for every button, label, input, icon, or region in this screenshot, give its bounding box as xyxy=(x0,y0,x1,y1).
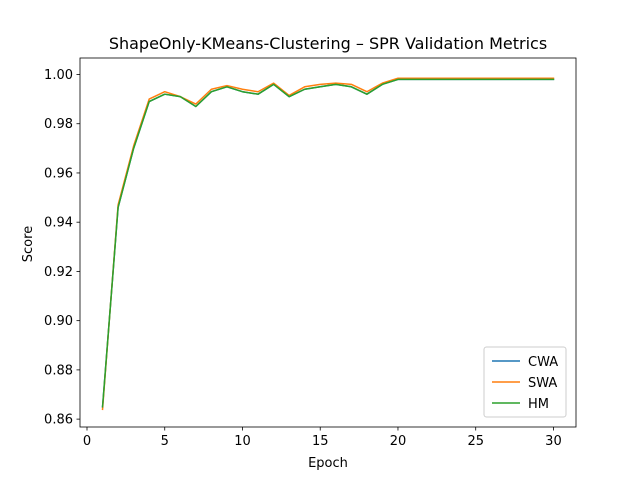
y-axis-label: Score xyxy=(21,226,36,262)
legend-label-hm: HM xyxy=(528,397,549,412)
x-axis-label: Epoch xyxy=(308,456,348,471)
y-tick-label: 0.96 xyxy=(44,166,73,181)
x-tick-label: 20 xyxy=(390,434,407,449)
y-tick-label: 0.94 xyxy=(44,216,73,231)
legend-box xyxy=(483,346,567,418)
plot-area xyxy=(101,77,555,411)
legend-label-cwa: CWA xyxy=(528,355,558,370)
legend-label-swa: SWA xyxy=(528,376,557,391)
axes: 0 5 10 15 20 25 30 0.86 0.88 0.90 0.92 0.94 0.96 0.98… xyxy=(44,57,577,449)
x-tick-label: 30 xyxy=(545,434,562,449)
y-tick-label: 0.98 xyxy=(44,117,73,132)
x-tick-label: 0 xyxy=(83,434,91,449)
y-tick-label: 0.92 xyxy=(44,265,73,280)
legend: CWA SWA HM xyxy=(483,346,567,418)
axes-frame xyxy=(79,57,577,428)
x-tick-label: 5 xyxy=(161,434,169,449)
y-tick-label: 0.88 xyxy=(44,363,73,378)
y-tick-label: 1.00 xyxy=(44,68,73,83)
x-tick-label: 15 xyxy=(312,434,329,449)
series-line-hm xyxy=(101,78,555,408)
y-tick-label: 0.90 xyxy=(44,314,73,329)
chart-title: ShapeOnly-KMeans-Clustering – SPR Valida… xyxy=(109,34,547,53)
x-tick-label: 25 xyxy=(467,434,484,449)
y-tick-label: 0.86 xyxy=(44,413,73,428)
x-tick-label: 10 xyxy=(234,434,251,449)
